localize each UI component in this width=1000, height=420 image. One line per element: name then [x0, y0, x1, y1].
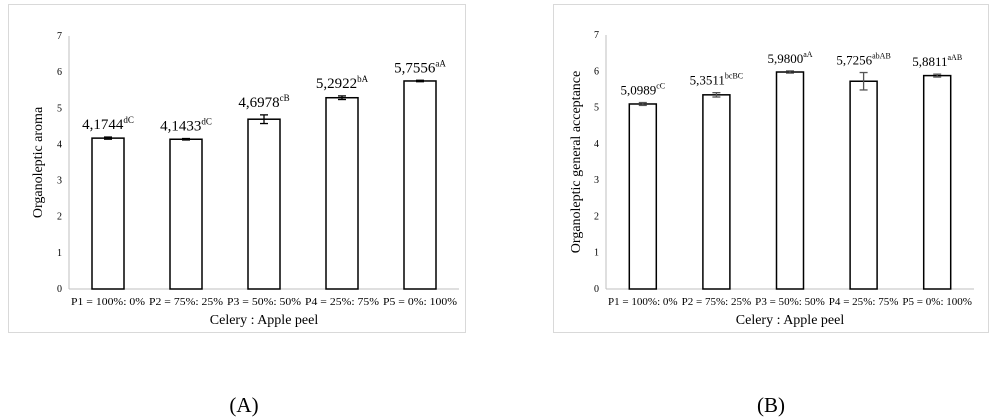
data-label-superscript: aAB	[948, 53, 963, 62]
x-axis-title: Celery : Apple peel	[736, 313, 845, 328]
data-label: 5,2922bA	[316, 74, 369, 92]
y-axis-title: Organoleptic general acceptance	[569, 71, 584, 253]
data-label-value: 4,6978	[238, 95, 279, 111]
data-label: 5,8811aAB	[912, 53, 962, 69]
data-label-value: 5,7256	[836, 53, 872, 68]
data-label: 5,3511bcBC	[690, 72, 744, 88]
data-label: 5,7256abAB	[836, 52, 890, 68]
data-label-value: 4,1433	[160, 119, 201, 135]
data-label-value: 5,8811	[912, 54, 947, 69]
bar	[403, 80, 437, 290]
data-label-superscript: aA	[435, 58, 446, 68]
y-tick-label: 4	[57, 139, 62, 150]
general-acceptance-bar-chart: 0 1 2 3 4 5 6 7 Organoleptic general acceptance C…	[569, 30, 974, 328]
y-tick-label: 7	[594, 30, 599, 41]
y-tick-label: 3	[594, 175, 599, 186]
data-label: 4,1744dC	[82, 115, 134, 133]
data-label-superscript: aA	[803, 50, 813, 59]
y-tick-label: 5	[57, 103, 62, 114]
bar	[247, 118, 281, 290]
x-tick-label: P2 = 75%: 25%	[682, 297, 752, 308]
y-tick-label: 0	[594, 284, 599, 295]
bar	[169, 138, 203, 290]
data-label-value: 5,0989	[620, 83, 656, 98]
y-tick-label: 2	[594, 211, 599, 222]
y-tick-label: 6	[594, 66, 599, 77]
x-tick-label: P2 = 75%: 25%	[149, 297, 223, 308]
bar	[775, 71, 805, 290]
data-label-superscript: dC	[123, 115, 134, 125]
x-tick-label: P3 = 50%: 50%	[227, 297, 301, 308]
data-label-value: 4,1744	[82, 117, 124, 133]
x-tick-label: P5 = 0%: 100%	[383, 297, 457, 308]
data-label-superscript: dC	[201, 117, 212, 127]
x-tick-label: P5 = 0%: 100%	[902, 297, 972, 308]
y-tick-label: 0	[57, 284, 62, 295]
x-axis-title: Celery : Apple peel	[210, 313, 319, 328]
bar	[849, 80, 878, 290]
y-tick-label: 4	[594, 139, 599, 150]
y-tick-label: 2	[57, 212, 62, 223]
y-axis-title: Organoleptic aroma	[31, 106, 46, 218]
data-label: 4,6978cB	[238, 93, 289, 111]
bar	[922, 74, 952, 290]
y-tick-label: 7	[57, 31, 62, 42]
y-tick-label: 3	[57, 176, 62, 187]
data-label: 5,7556aA	[394, 58, 446, 76]
data-label-value: 5,7556	[394, 60, 436, 76]
panel-label-b: (B)	[757, 393, 785, 417]
y-tick-label: 1	[57, 248, 62, 259]
data-label: 4,1433dC	[160, 117, 212, 135]
x-tick-label: P1 = 100%: 0%	[608, 297, 678, 308]
x-tick-label: P4 = 25%: 75%	[305, 297, 379, 308]
y-tick-label: 6	[57, 67, 62, 78]
x-tick-label: P4 = 25%: 75%	[829, 297, 899, 308]
data-label: 5,9800aA	[767, 50, 812, 66]
aroma-bar-chart: 0 1 2 3 4 5 6 7 Organoleptic aroma Celery : Apple…	[31, 31, 459, 328]
data-label-value: 5,9800	[767, 51, 803, 66]
data-label-superscript: bcBC	[725, 72, 743, 81]
x-tick-label: P1 = 100%: 0%	[71, 297, 145, 308]
panel-label-a: (A)	[229, 393, 259, 417]
y-tick-label: 5	[594, 103, 599, 114]
bar	[91, 137, 125, 290]
x-tick-label: P3 = 50%: 50%	[755, 297, 825, 308]
bar	[702, 94, 731, 290]
data-label: 5,0989cC	[620, 82, 665, 98]
data-label-value: 5,3511	[690, 73, 725, 88]
data-label-value: 5,2922	[316, 76, 357, 92]
chart-panel-b: 0 1 2 3 4 5 6 7 Organoleptic general acceptance C…	[553, 4, 989, 333]
data-label-superscript: bA	[357, 74, 369, 84]
data-label-superscript: abAB	[872, 52, 891, 61]
chart-panel-a: 0 1 2 3 4 5 6 7 Organoleptic aroma Celery : Apple…	[8, 4, 466, 333]
data-label-superscript: cB	[280, 93, 290, 103]
bar	[325, 96, 359, 290]
bar	[628, 103, 658, 290]
y-tick-label: 1	[594, 248, 599, 259]
data-label-superscript: cC	[656, 82, 665, 91]
